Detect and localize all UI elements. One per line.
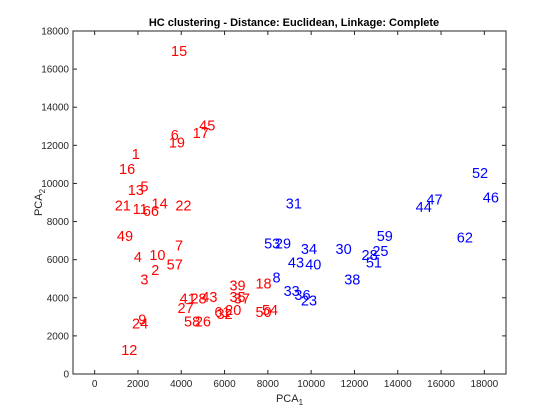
x-tick-label: 12000 — [341, 379, 369, 390]
x-tick-label: 8000 — [257, 379, 280, 390]
data-point-label: 49 — [117, 229, 133, 245]
data-point-label: 35 — [229, 290, 245, 306]
data-point-label: 12 — [121, 343, 137, 359]
data-point-label: 62 — [457, 231, 473, 247]
chart-title: HC clustering - Distance: Euclidean, Lin… — [149, 17, 439, 29]
x-tick-label: 16000 — [427, 379, 455, 390]
x-axis: 0 2000 4000 6000 8000 10000 12000 14000 16000 180… — [92, 31, 499, 390]
data-point-label: 37 — [234, 292, 250, 308]
x-axis-title-main: PCA — [276, 393, 299, 405]
data-point-label: 6 — [171, 128, 179, 144]
data-point-label: 25 — [372, 244, 388, 260]
data-point-label: 43 — [288, 255, 304, 271]
data-point-label: 11 — [133, 202, 148, 218]
data-point-label: 3 — [140, 273, 148, 289]
data-point-label: 54 — [262, 303, 278, 319]
y-axis-title-main: PCA — [33, 193, 45, 216]
data-point-label: 61 — [214, 305, 230, 321]
x-tick-label: 2000 — [127, 379, 150, 390]
data-point-label: 10 — [149, 248, 165, 264]
x-axis-title-subscript: 1 — [299, 398, 304, 407]
data-point-label: 4 — [134, 250, 142, 266]
y-tick-label: 12000 — [41, 141, 69, 152]
data-point-label: 2 — [151, 263, 159, 279]
x-tick-label: 10000 — [297, 379, 325, 390]
data-point-label: 50 — [255, 305, 271, 321]
data-point-label: 47 — [426, 193, 442, 209]
data-point-label: 39 — [229, 278, 245, 294]
data-point-label: 1 — [132, 147, 140, 163]
x-tick-label: 14000 — [384, 379, 412, 390]
data-point-label: 32 — [216, 307, 232, 323]
x-axis-title: PCA1 — [276, 393, 304, 407]
data-point-label: 51 — [366, 255, 382, 271]
data-point-label: 23 — [301, 294, 317, 310]
data-point-label: 53 — [264, 236, 280, 252]
data-point-label: 31 — [286, 196, 302, 212]
y-tick-label: 14000 — [41, 103, 69, 114]
data-point-label: 59 — [377, 229, 393, 245]
x-tick-label: 4000 — [170, 379, 193, 390]
y-tick-label: 4000 — [47, 293, 70, 304]
y-tick-label: 18000 — [41, 27, 69, 38]
data-point-label: 13 — [128, 183, 144, 199]
data-point-label: 30 — [336, 242, 352, 258]
y-tick-label: 8000 — [47, 217, 70, 228]
data-point-label: 57 — [167, 257, 183, 273]
data-point-label: 58 — [184, 315, 200, 331]
x-tick-label: 0 — [92, 379, 98, 390]
data-point-label: 9 — [138, 313, 146, 329]
data-point-label: 17 — [193, 126, 209, 142]
data-point-label: 41 — [180, 292, 196, 308]
data-point-label: 45 — [199, 118, 215, 134]
data-point-label: 43 — [201, 290, 217, 306]
y-axis-title: PCA2 — [33, 188, 47, 216]
x-tick-label: 6000 — [213, 379, 236, 390]
data-point-label: 36 — [294, 288, 310, 304]
y-tick-label: 10000 — [41, 179, 69, 190]
data-point-label: 27 — [178, 301, 194, 317]
data-point-label: 20 — [225, 303, 241, 319]
data-point-label: 44 — [416, 200, 432, 216]
y-tick-label: 6000 — [47, 255, 70, 266]
data-point-label: 22 — [175, 198, 191, 214]
y-tick-label: 0 — [63, 370, 69, 381]
data-point-label: 33 — [284, 284, 300, 300]
data-point-label: 14 — [152, 196, 168, 212]
data-point-label: 26 — [195, 315, 211, 331]
data-point-label: 8 — [272, 271, 280, 287]
data-point-label: 7 — [175, 238, 183, 254]
data-point-label: 16 — [119, 162, 135, 178]
y-axis: 0 2000 4000 6000 8000 10000 12000 14000 16000 180… — [41, 27, 506, 381]
y-tick-label: 16000 — [41, 65, 69, 76]
data-point-label: 38 — [344, 273, 360, 289]
y-tick-label: 2000 — [47, 331, 70, 342]
data-point-label: 15 — [171, 44, 187, 60]
plot-area-frame — [72, 30, 507, 375]
data-point-label: 34 — [301, 242, 317, 258]
data-point-label: 52 — [472, 166, 488, 182]
data-point-label: 46 — [483, 191, 499, 207]
data-point-label: 28 — [190, 292, 206, 308]
data-point-label: 40 — [305, 257, 321, 273]
data-point-label: 18 — [255, 276, 271, 292]
data-point-label: 5 — [140, 179, 148, 195]
data-point-label: 66 — [143, 204, 159, 220]
data-point-label: 24 — [132, 316, 148, 332]
x-tick-label: 18000 — [470, 379, 498, 390]
data-point-label: 29 — [275, 236, 291, 252]
data-point-label: 19 — [169, 135, 185, 151]
data-point-label: 28 — [362, 248, 378, 264]
y-axis-title-subscript: 2 — [38, 188, 47, 193]
data-point-label: 21 — [115, 198, 131, 214]
